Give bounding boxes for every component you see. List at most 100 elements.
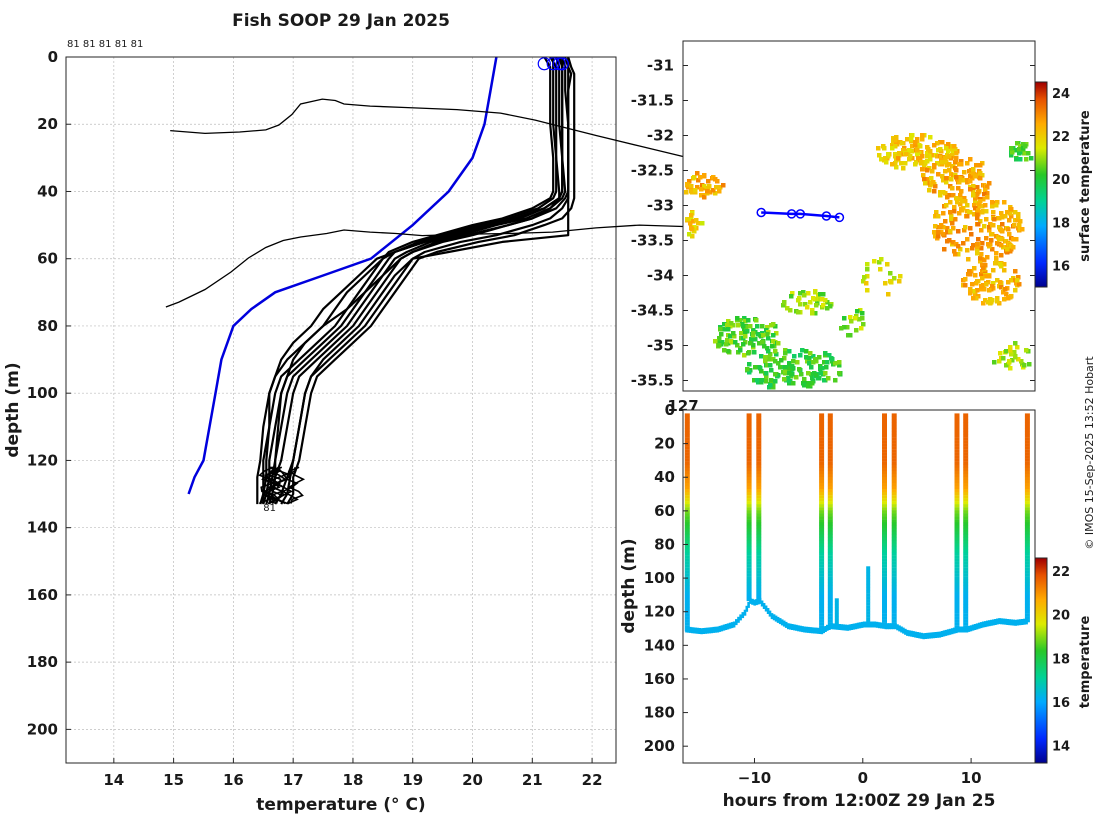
colorbar-band <box>1035 609 1047 611</box>
seafloor-point <box>936 631 940 638</box>
cast-point <box>756 455 762 459</box>
colorbar-band <box>1035 600 1047 602</box>
sst-pixel <box>936 230 941 235</box>
colorbar-band <box>1035 588 1047 590</box>
sst-pixel <box>766 336 771 341</box>
cast-point <box>954 483 960 487</box>
cast-point <box>954 567 960 571</box>
colorbar-band <box>1035 708 1047 710</box>
cast-point <box>819 555 825 559</box>
colorbar-band <box>1035 156 1047 158</box>
cast-point <box>827 597 833 602</box>
colorbar-band <box>1035 88 1047 90</box>
cast-point <box>954 476 960 481</box>
cast-point <box>819 516 825 520</box>
sst-pixel <box>923 181 928 186</box>
sst-pixel <box>693 188 698 193</box>
cast-point <box>882 513 887 517</box>
sst-pixel <box>1009 352 1014 357</box>
sst-pixel <box>1015 218 1020 223</box>
sst-pixel <box>1008 366 1013 371</box>
sst-pixel <box>751 343 756 348</box>
colorbar-band <box>1035 136 1047 138</box>
sst-pixel <box>726 349 731 354</box>
cast-point <box>954 555 960 559</box>
sst-pixel <box>977 202 982 207</box>
sst-pixel <box>945 226 950 231</box>
seafloor-point <box>743 609 747 616</box>
cast-point <box>891 492 897 496</box>
cast-point <box>1024 591 1030 596</box>
y-tick-label: 60 <box>37 250 58 268</box>
cast-point <box>684 473 690 478</box>
colorbar-band <box>1035 142 1047 144</box>
sst-pixel <box>952 249 957 254</box>
cast-point <box>827 582 833 586</box>
cast-point <box>827 413 833 417</box>
colorbar-band <box>1035 237 1047 239</box>
cast-point <box>882 458 887 462</box>
sst-pixel <box>998 280 1003 285</box>
sst-pixel <box>1013 355 1018 360</box>
cast-point <box>756 467 762 471</box>
colorbar-band <box>1035 148 1047 150</box>
colorbar-band <box>1035 163 1047 165</box>
colorbar-band <box>1035 206 1047 208</box>
seafloor-point <box>762 603 766 609</box>
cast-point <box>746 534 752 538</box>
colorbar-band <box>1035 96 1047 98</box>
colorbar-band <box>1035 696 1047 698</box>
cast-point <box>746 570 752 574</box>
cast-point <box>756 498 762 502</box>
colorbar-band <box>1035 267 1047 269</box>
sst-pixel <box>919 161 924 166</box>
colorbar-band <box>1035 235 1047 237</box>
colorbar-band <box>1035 744 1047 746</box>
seafloor-point <box>801 626 804 633</box>
cast-point <box>819 413 825 417</box>
sst-pixel <box>695 185 700 190</box>
sst-pixel <box>760 340 765 345</box>
sst-pixel <box>975 192 980 197</box>
colorbar-band <box>1035 228 1047 230</box>
cast-point <box>954 543 960 547</box>
cast-point <box>1024 607 1030 611</box>
sst-pixel <box>966 257 971 262</box>
sst-pixel <box>994 260 999 265</box>
cast-point <box>684 510 690 514</box>
sst-pixel <box>1002 268 1007 273</box>
cast-point <box>954 579 960 583</box>
cast-point <box>891 446 897 450</box>
seafloor-point <box>926 632 929 639</box>
sst-pixel <box>983 270 988 275</box>
cast-point <box>954 613 960 617</box>
sst-pixel <box>787 349 792 354</box>
sst-pixel <box>961 241 966 246</box>
colorbar-band <box>1035 105 1047 107</box>
cast-point <box>756 501 762 505</box>
cast-point <box>882 440 887 444</box>
cast-point <box>819 546 825 550</box>
cast-point <box>1024 464 1030 468</box>
sst-pixel <box>897 151 902 156</box>
colorbar-band <box>1035 679 1047 681</box>
colorbar-band <box>1035 256 1047 258</box>
sst-pixel <box>1009 153 1014 158</box>
seafloor-point <box>700 628 703 635</box>
cast-point <box>882 507 887 511</box>
cast-point <box>756 516 762 520</box>
colorbar-band <box>1035 178 1047 180</box>
seafloor-point <box>722 624 726 631</box>
colorbar-band <box>1035 86 1047 88</box>
profile-bottom-noise <box>270 466 286 505</box>
y-tick-label: 80 <box>37 317 58 335</box>
cast-point <box>954 461 960 465</box>
cast-point <box>882 483 887 487</box>
sst-pixel <box>949 177 954 182</box>
sst-pixel <box>965 248 970 253</box>
cast-point <box>756 434 762 438</box>
sst-pixel <box>933 224 938 229</box>
sst-pixel <box>748 341 753 346</box>
cast-point <box>827 607 833 611</box>
sst-pixel <box>896 156 901 161</box>
